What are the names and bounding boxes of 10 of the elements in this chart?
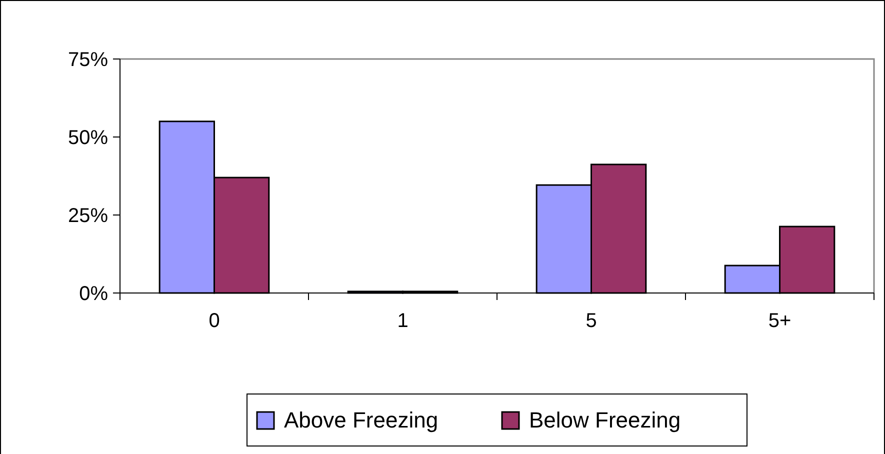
y-tick-label: 0%: [79, 283, 108, 305]
x-tick-label: 1: [397, 310, 408, 332]
x-tick-label: 5+: [768, 310, 792, 332]
y-tick-label: 25%: [68, 205, 108, 227]
y-tick-label: 50%: [68, 127, 108, 149]
legend-label: Above Freezing: [284, 408, 438, 433]
y-tick-label: 75%: [68, 49, 108, 71]
x-tick-label: 0: [208, 310, 220, 332]
legend-label: Below Freezing: [529, 408, 681, 433]
x-tick-label: 5: [586, 310, 597, 332]
